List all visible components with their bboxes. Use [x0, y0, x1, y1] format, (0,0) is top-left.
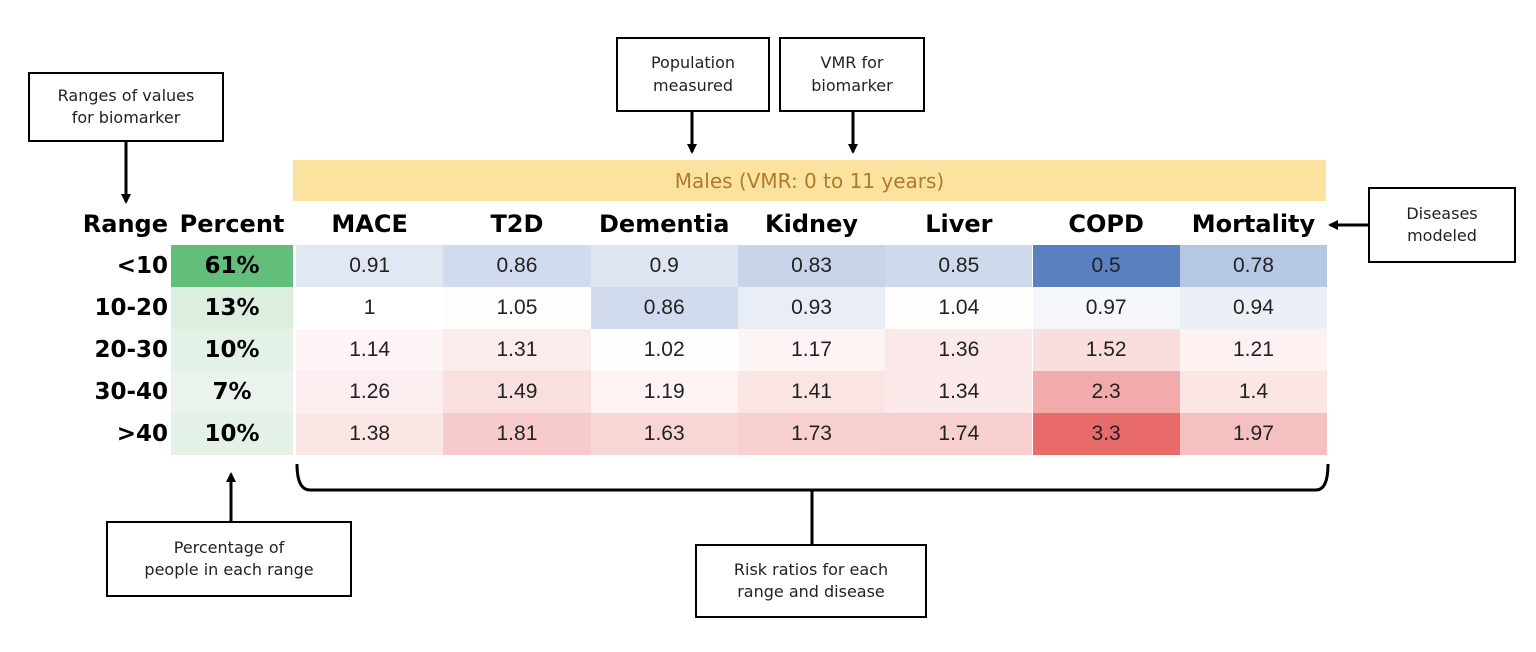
risk-ratio-cell: 1.63 — [590, 413, 738, 455]
bracket-risk-ratios — [295, 463, 1330, 492]
risk-ratio-cell: 1.17 — [737, 329, 886, 371]
population-banner: Males (VMR: 0 to 11 years) — [293, 160, 1326, 201]
risk-ratio-cell: 1.36 — [885, 329, 1033, 371]
percent-cell: 10% — [171, 413, 293, 455]
callout-percentage: Percentage of people in each range — [106, 521, 352, 597]
risk-ratio-cell: 0.91 — [296, 245, 444, 287]
column-header-liver: Liver — [925, 210, 993, 238]
risk-ratio-cell: 1.05 — [443, 287, 591, 329]
column-header-mortality: Mortality — [1191, 210, 1316, 238]
range-label: 30-40 — [94, 379, 168, 405]
column-header-dementia: Dementia — [599, 210, 730, 238]
risk-ratio-cell: 0.93 — [737, 287, 886, 329]
risk-ratio-cell: 2.3 — [1032, 371, 1180, 413]
risk-ratio-cell: 1.38 — [296, 413, 444, 455]
range-label: <10 — [116, 253, 168, 279]
risk-ratio-cell: 1.81 — [443, 413, 591, 455]
risk-ratio-cell: 1.4 — [1179, 371, 1328, 413]
risk-ratio-cell: 1.34 — [885, 371, 1033, 413]
risk-ratio-cell: 1.02 — [590, 329, 738, 371]
range-label: >40 — [116, 421, 168, 447]
callout-diseases: Diseases modeled — [1368, 187, 1516, 263]
risk-ratio-cell: 1.19 — [590, 371, 738, 413]
percent-cell: 10% — [171, 329, 293, 371]
percent-cell: 61% — [171, 245, 293, 287]
callout-vmr: VMR for biomarker — [779, 37, 925, 112]
risk-ratio-cell: 1.04 — [885, 287, 1033, 329]
risk-ratio-cell: 1.97 — [1179, 413, 1328, 455]
callout-population: Population measured — [616, 37, 770, 112]
risk-ratio-cell: 0.5 — [1032, 245, 1180, 287]
callout-risk-ratios: Risk ratios for each range and disease — [695, 544, 927, 618]
risk-ratio-cell: 1.52 — [1032, 329, 1180, 371]
risk-ratio-cell: 1.74 — [885, 413, 1033, 455]
risk-ratio-cell: 0.94 — [1179, 287, 1328, 329]
risk-ratio-cell: 1.73 — [737, 413, 886, 455]
risk-ratio-cell: 0.85 — [885, 245, 1033, 287]
range-header: Range — [82, 210, 168, 238]
percent-header: Percent — [179, 210, 285, 238]
risk-ratio-cell: 1.21 — [1179, 329, 1328, 371]
column-header-copd: COPD — [1068, 210, 1144, 238]
range-label: 20-30 — [94, 337, 168, 363]
column-header-t2d: T2D — [490, 210, 544, 238]
percent-cell: 13% — [171, 287, 293, 329]
risk-ratio-cell: 1.14 — [296, 329, 444, 371]
risk-ratio-cell: 1.31 — [443, 329, 591, 371]
risk-ratio-cell: 0.86 — [590, 287, 738, 329]
risk-ratio-cell: 3.3 — [1032, 413, 1180, 455]
risk-ratio-cell: 0.9 — [590, 245, 738, 287]
risk-ratio-cell: 1 — [296, 287, 444, 329]
risk-ratio-cell: 0.97 — [1032, 287, 1180, 329]
risk-ratio-cell: 0.83 — [737, 245, 886, 287]
column-header-mace: MACE — [331, 210, 408, 238]
percent-cell: 7% — [171, 371, 293, 413]
risk-ratio-cell: 0.86 — [443, 245, 591, 287]
range-label: 10-20 — [94, 295, 168, 321]
risk-ratio-cell: 1.41 — [737, 371, 886, 413]
risk-ratio-cell: 1.26 — [296, 371, 444, 413]
risk-ratio-cell: 1.49 — [443, 371, 591, 413]
column-header-kidney: Kidney — [765, 210, 859, 238]
risk-ratio-cell: 0.78 — [1179, 245, 1328, 287]
callout-ranges: Ranges of values for biomarker — [28, 72, 224, 142]
